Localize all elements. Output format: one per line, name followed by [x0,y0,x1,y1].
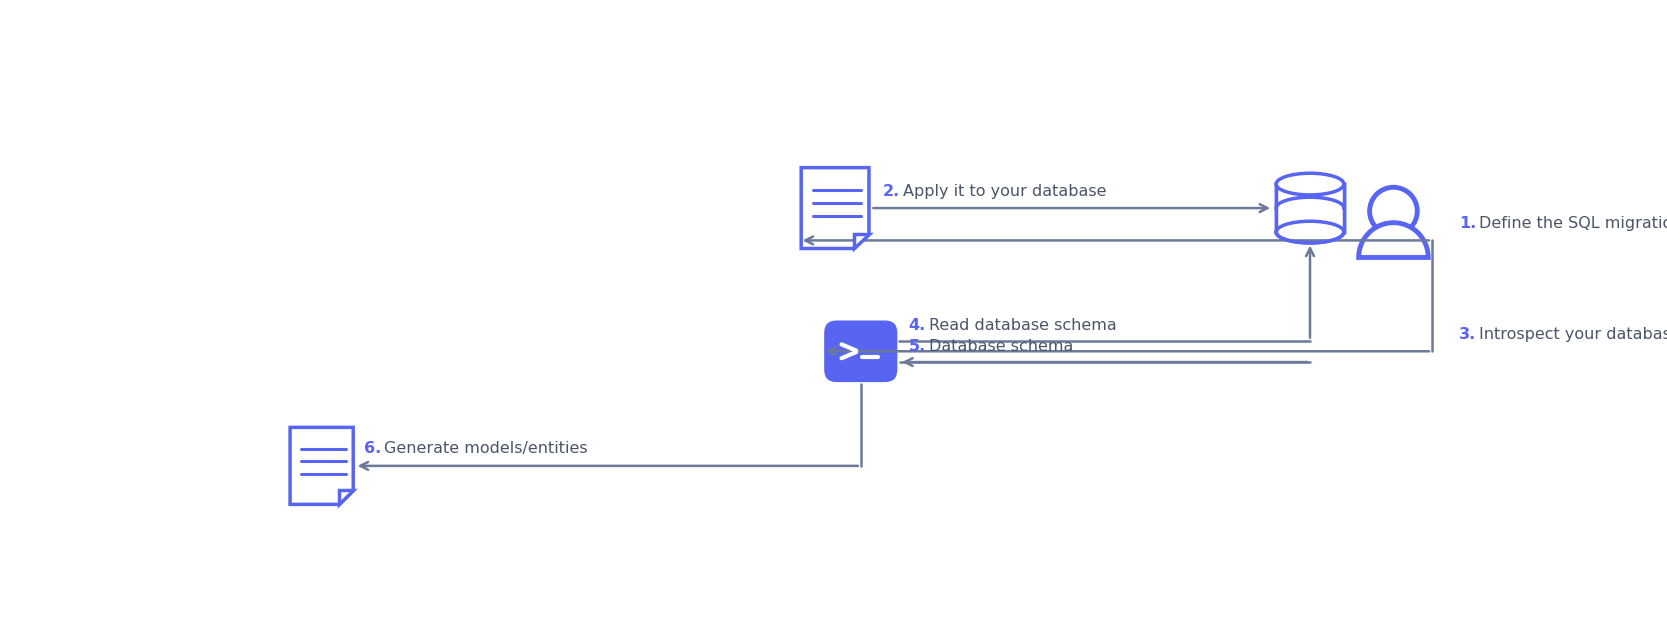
Text: 4.: 4. [909,317,925,332]
Text: Read database schema: Read database schema [929,317,1117,332]
Polygon shape [802,167,869,249]
Text: 6.: 6. [363,441,382,456]
Text: 5.: 5. [909,339,925,354]
Text: Generate models/entities: Generate models/entities [385,441,588,456]
FancyBboxPatch shape [1277,184,1344,232]
Text: 1.: 1. [1459,216,1477,231]
Polygon shape [290,427,353,504]
Text: Apply it to your database: Apply it to your database [904,184,1107,198]
Polygon shape [340,490,353,504]
Text: Introspect your database: Introspect your database [1479,327,1667,342]
Text: Define the SQL migration: Define the SQL migration [1479,216,1667,231]
FancyBboxPatch shape [823,321,897,382]
Polygon shape [854,234,869,249]
Text: 3.: 3. [1459,327,1477,342]
Ellipse shape [1277,221,1344,243]
Polygon shape [1359,223,1429,257]
Text: Database schema: Database schema [929,339,1074,354]
Text: 2.: 2. [884,184,900,198]
Ellipse shape [1277,173,1344,195]
